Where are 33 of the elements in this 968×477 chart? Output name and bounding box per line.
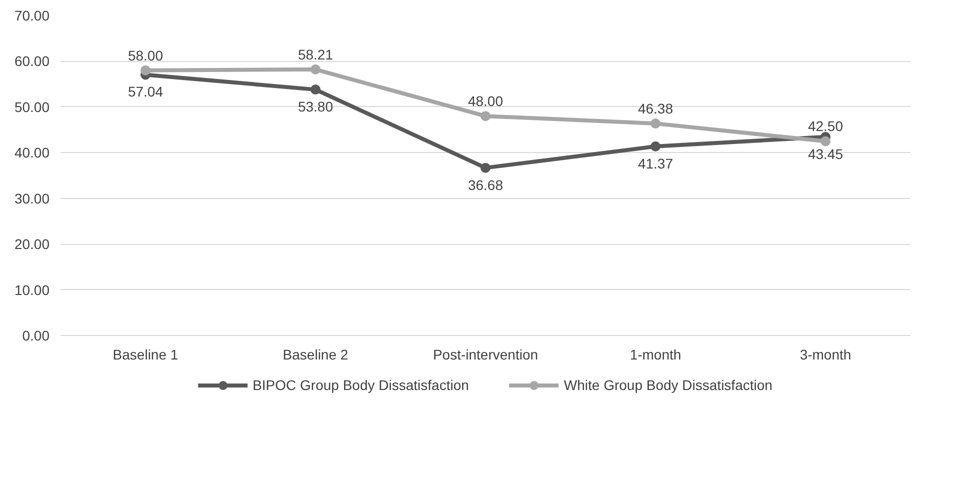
x-tick-label: Baseline 1 bbox=[112, 346, 178, 362]
data-label: 57.04 bbox=[128, 84, 164, 100]
y-tick-label: 60.00 bbox=[14, 53, 50, 70]
point bbox=[480, 162, 490, 173]
y-tick-label: 70.00 bbox=[14, 8, 50, 24]
x-tick-label: 1-month bbox=[630, 346, 682, 362]
data-label: 36.68 bbox=[468, 176, 504, 193]
data-label: 48.00 bbox=[468, 93, 504, 110]
x-tick-label: 3-month bbox=[800, 346, 852, 362]
point bbox=[310, 64, 320, 74]
x-tick-label: Post-intervention bbox=[432, 346, 538, 362]
data-label: 42.50 bbox=[808, 118, 844, 134]
y-tick-label: 30.00 bbox=[14, 190, 50, 206]
data-label: 53.80 bbox=[298, 98, 334, 115]
x-tick-label: Baseline 2 bbox=[282, 346, 348, 362]
y-tick-label: 10.00 bbox=[14, 282, 50, 298]
data-label: 43.45 bbox=[808, 146, 844, 162]
point bbox=[650, 118, 660, 128]
point bbox=[820, 136, 830, 146]
data-label: 58.21 bbox=[298, 46, 334, 62]
legend-label: White Group Body Dissatisfaction bbox=[564, 377, 772, 393]
data-label: 58.00 bbox=[128, 47, 164, 64]
y-tick-label: 0.00 bbox=[22, 328, 50, 344]
point bbox=[480, 111, 490, 122]
point bbox=[310, 84, 320, 95]
data-label: 46.38 bbox=[638, 100, 674, 116]
point bbox=[140, 65, 150, 76]
legend-label: BIPOC Group Body Dissatisfaction bbox=[252, 377, 469, 393]
y-tick-label: 40.00 bbox=[14, 144, 50, 161]
y-tick-label: 50.00 bbox=[14, 98, 50, 115]
data-label: 41.37 bbox=[638, 155, 674, 172]
point bbox=[650, 141, 660, 152]
y-tick-label: 20.00 bbox=[14, 236, 50, 252]
